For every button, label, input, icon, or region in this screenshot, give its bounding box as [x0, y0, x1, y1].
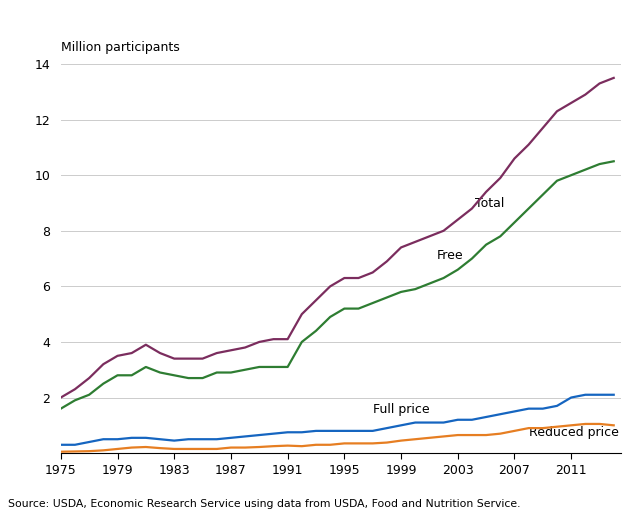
- Text: Reduced price: Reduced price: [529, 426, 618, 439]
- Text: Million participants: Million participants: [61, 41, 180, 54]
- Text: Free: Free: [436, 248, 463, 262]
- Text: Certification status of average daily school breakfast participants, fiscal 1975: Certification status of average daily sc…: [8, 16, 640, 31]
- Text: Full price: Full price: [372, 403, 429, 416]
- Text: Source: USDA, Economic Research Service using data from USDA, Food and Nutrition: Source: USDA, Economic Research Service …: [8, 499, 520, 509]
- Text: Total: Total: [475, 197, 504, 210]
